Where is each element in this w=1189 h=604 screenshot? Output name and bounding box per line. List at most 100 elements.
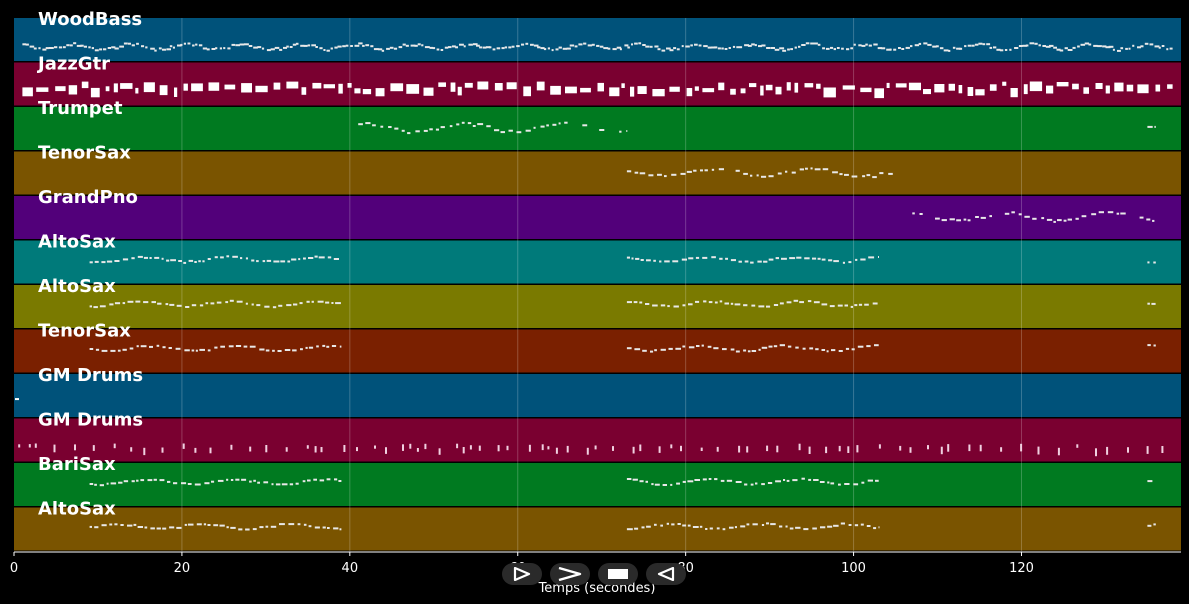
note xyxy=(761,524,765,526)
note xyxy=(501,47,505,50)
note xyxy=(793,299,799,302)
note xyxy=(207,349,211,352)
stop-button[interactable] xyxy=(598,563,638,585)
note xyxy=(266,49,271,52)
note xyxy=(449,125,453,128)
note xyxy=(381,49,385,52)
note xyxy=(881,47,886,50)
note xyxy=(639,480,644,483)
note xyxy=(722,528,726,531)
note xyxy=(1139,216,1144,219)
note xyxy=(284,349,291,351)
note xyxy=(680,172,686,175)
note xyxy=(639,444,642,452)
note xyxy=(825,446,828,454)
note xyxy=(671,173,677,176)
note xyxy=(273,260,280,263)
note xyxy=(1140,45,1144,48)
note xyxy=(314,526,320,529)
note xyxy=(161,447,164,453)
fast-forward-button[interactable] xyxy=(550,563,590,585)
note xyxy=(820,526,826,529)
note xyxy=(89,525,92,528)
note xyxy=(144,526,148,529)
note xyxy=(810,42,815,45)
note xyxy=(749,83,757,88)
note xyxy=(1169,47,1173,50)
note xyxy=(750,483,754,486)
note xyxy=(795,346,799,349)
note xyxy=(744,260,749,263)
note xyxy=(259,526,264,529)
note xyxy=(750,261,754,264)
track-lane xyxy=(14,196,1181,239)
note xyxy=(738,445,741,453)
note xyxy=(191,83,203,92)
note xyxy=(893,48,897,51)
note xyxy=(1167,84,1173,89)
note xyxy=(804,257,810,260)
transport-controls xyxy=(502,563,690,587)
rewind-button[interactable] xyxy=(646,563,686,585)
note xyxy=(239,43,245,46)
note xyxy=(854,304,858,307)
note xyxy=(175,347,181,350)
note xyxy=(996,48,1001,51)
note xyxy=(730,348,735,351)
note xyxy=(508,46,512,49)
note xyxy=(181,482,187,485)
note xyxy=(314,446,317,453)
note xyxy=(235,44,240,47)
note xyxy=(703,45,708,48)
note xyxy=(700,169,703,172)
note xyxy=(265,525,269,528)
note xyxy=(540,47,545,50)
note xyxy=(55,86,66,92)
note xyxy=(732,45,736,48)
play-button[interactable] xyxy=(502,563,542,585)
note xyxy=(308,525,312,528)
note xyxy=(743,304,748,307)
note xyxy=(668,347,673,350)
tick-label: 20 xyxy=(174,561,191,576)
note xyxy=(975,216,979,218)
note xyxy=(558,46,562,49)
note xyxy=(263,481,269,484)
note xyxy=(416,448,419,452)
note xyxy=(494,83,503,91)
note xyxy=(860,87,872,93)
note xyxy=(952,46,956,49)
note xyxy=(747,350,751,353)
note xyxy=(736,46,741,49)
note xyxy=(626,301,632,304)
note xyxy=(716,446,719,452)
track-lanes xyxy=(14,18,1181,551)
note xyxy=(285,447,288,452)
note xyxy=(438,82,446,87)
note xyxy=(385,447,387,454)
note xyxy=(292,43,297,46)
note xyxy=(751,350,757,352)
note xyxy=(1152,219,1155,222)
note xyxy=(272,306,277,309)
note xyxy=(54,46,58,49)
note xyxy=(1154,125,1156,128)
note xyxy=(808,478,812,481)
note xyxy=(162,346,166,349)
note xyxy=(252,528,257,531)
note xyxy=(1098,211,1104,214)
note xyxy=(394,127,399,130)
note xyxy=(169,45,173,48)
note xyxy=(311,300,314,303)
note xyxy=(191,349,195,352)
note xyxy=(157,302,162,305)
note xyxy=(789,257,796,260)
note xyxy=(83,45,87,48)
note xyxy=(1004,49,1008,51)
note xyxy=(195,43,198,46)
note xyxy=(156,344,160,347)
note xyxy=(311,44,316,47)
note xyxy=(182,443,185,449)
note xyxy=(463,45,466,48)
note xyxy=(135,87,139,94)
